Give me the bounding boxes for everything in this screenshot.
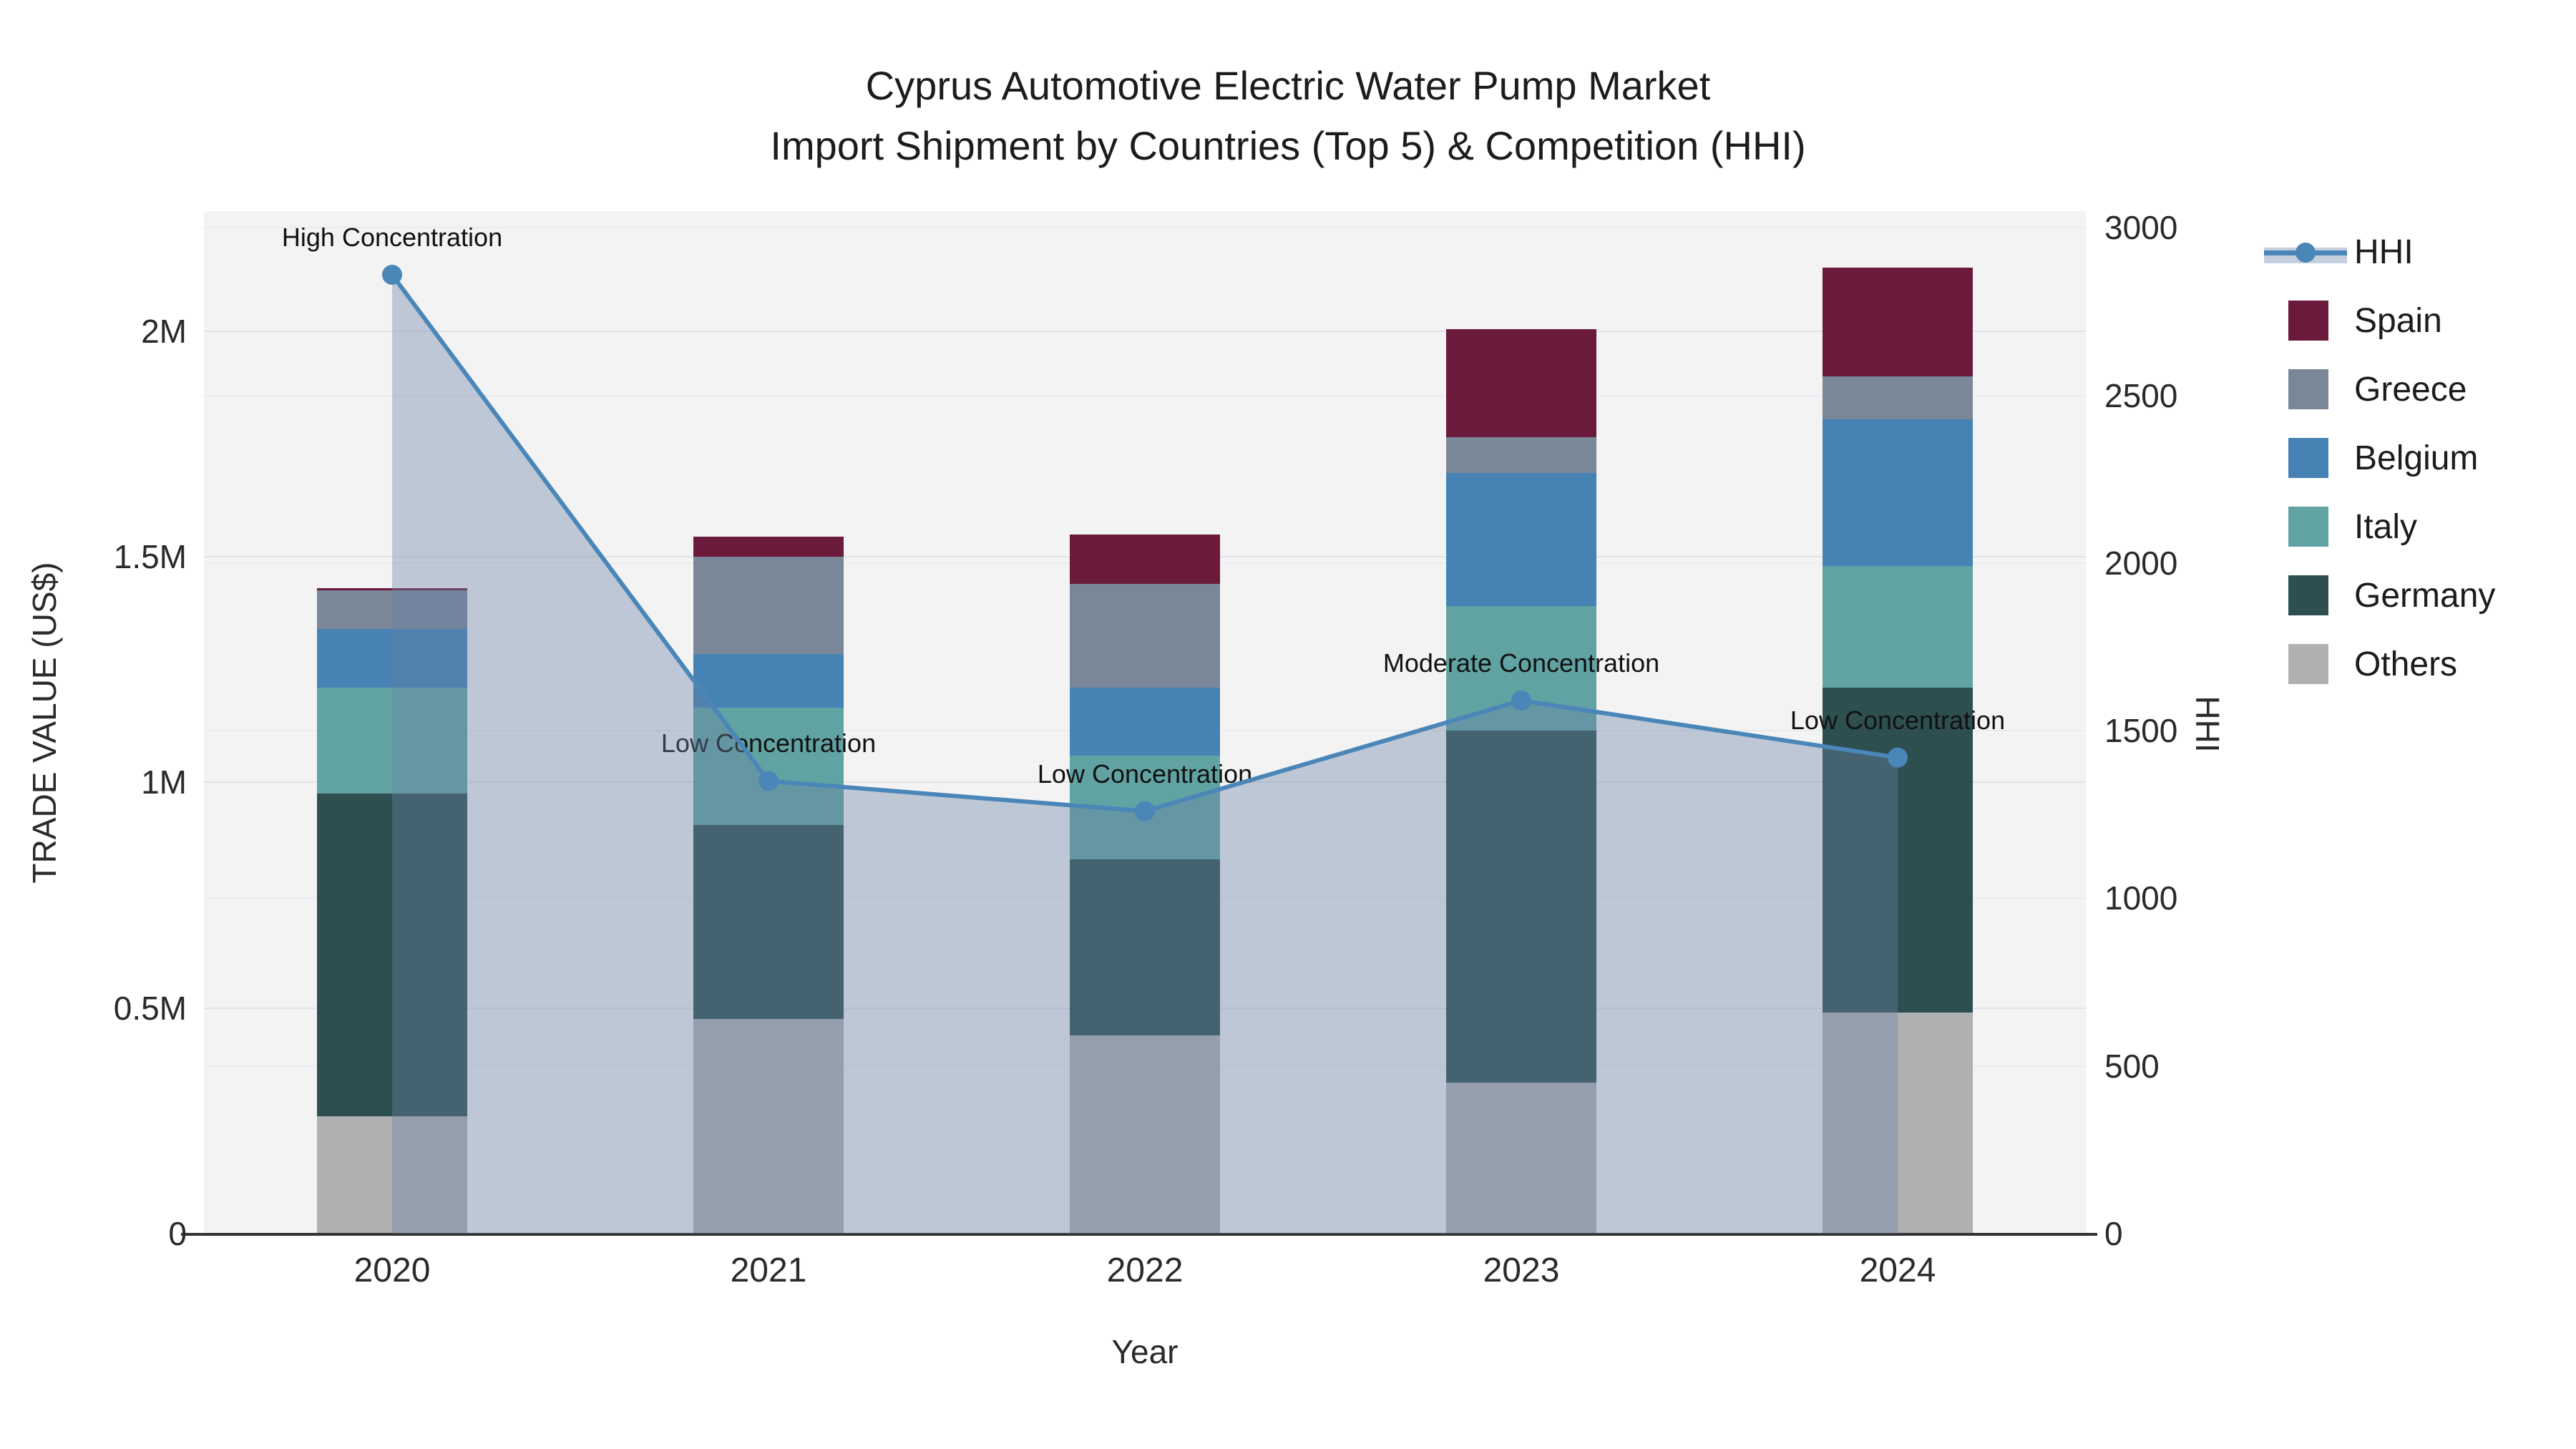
bar-2022-others[interactable] (1070, 1035, 1220, 1234)
x-tick-2024[interactable]: 2024 (1859, 1252, 1936, 1289)
y-tick-left-0.5M: 0.5M (113, 989, 187, 1027)
legend-swatch-spain (2288, 301, 2328, 341)
bar-2021-italy[interactable] (693, 708, 844, 826)
bar-2023-others[interactable] (1446, 1082, 1596, 1234)
y-axis-title-right: HHI (2189, 696, 2226, 753)
y-tick-left-1M: 1M (141, 763, 187, 801)
legend-item-greece[interactable]: Greece (2261, 355, 2569, 424)
legend-swatch-germany (2288, 575, 2328, 615)
x-tick-2020[interactable]: 2020 (353, 1252, 431, 1289)
legend-item-others[interactable]: Others (2261, 630, 2569, 698)
y-tick-right-3000: 3000 (2104, 209, 2178, 247)
legend-swatch-others (2288, 644, 2328, 684)
annotation-2022: Low Concentration (1037, 758, 1253, 789)
legend-item-spain[interactable]: Spain (2261, 286, 2569, 355)
bar-2021-belgium[interactable] (693, 653, 844, 708)
y-tick-right-2500: 2500 (2104, 376, 2178, 414)
legend-hhi-marker-sample (2296, 243, 2316, 263)
bar-2020-greece[interactable] (317, 590, 467, 629)
bar-2024-spain[interactable] (1823, 268, 1973, 376)
x-axis-title: Year (1111, 1333, 1179, 1370)
legend-label-greece: Greece (2354, 370, 2467, 409)
bar-2022-germany[interactable] (1070, 859, 1220, 1035)
legend-label-others: Others (2354, 645, 2458, 683)
legend-label-belgium: Belgium (2354, 439, 2479, 477)
chart-title-line1: Cyprus Automotive Electric Water Pump Ma… (865, 63, 1711, 108)
legend-item-germany[interactable]: Germany (2261, 561, 2569, 630)
annotation-2023: Moderate Concentration (1382, 648, 1660, 678)
legend-swatch-belgium (2288, 438, 2328, 478)
legend-label-spain: Spain (2354, 301, 2442, 340)
annotation-2021: Low Concentration (660, 728, 877, 758)
bar-2021-others[interactable] (693, 1019, 844, 1234)
annotation-2020: High Concentration (281, 223, 503, 253)
y-tick-right-1000: 1000 (2104, 879, 2178, 917)
bar-2023-germany[interactable] (1446, 730, 1596, 1083)
bar-2022-spain[interactable] (1070, 534, 1220, 584)
x-tick-2022[interactable]: 2022 (1106, 1252, 1184, 1289)
x-axis-line (181, 1233, 2097, 1236)
y-tick-right-1500: 1500 (2104, 712, 2178, 750)
bar-2024-greece[interactable] (1823, 376, 1973, 419)
bar-2024-germany[interactable] (1823, 687, 1973, 1013)
bar-2021-spain[interactable] (693, 536, 844, 557)
y-tick-left-1.5M: 1.5M (113, 538, 187, 576)
bar-2021-greece[interactable] (693, 557, 844, 654)
chart-title: Cyprus Automotive Electric Water Pump Ma… (0, 56, 2576, 176)
legend-swatch-italy (2288, 507, 2328, 547)
legend-swatch-greece (2288, 369, 2328, 409)
y-tick-right-2000: 2000 (2104, 544, 2178, 582)
legend-item-italy[interactable]: Italy (2261, 492, 2569, 561)
y-tick-left-2M: 2M (141, 312, 187, 350)
gridline-hhi-3000 (204, 227, 2086, 229)
bar-2023-greece[interactable] (1446, 436, 1596, 474)
bar-2024-others[interactable] (1823, 1012, 1973, 1234)
bar-2020-germany[interactable] (317, 794, 467, 1117)
legend-label-germany: Germany (2354, 576, 2496, 615)
bar-2020-belgium[interactable] (317, 628, 467, 688)
bar-2022-belgium[interactable] (1070, 687, 1220, 756)
gridline-trade-2M (204, 330, 2086, 332)
legend-item-belgium[interactable]: Belgium (2261, 424, 2569, 492)
chart-title-line2: Import Shipment by Countries (Top 5) & C… (770, 123, 1806, 168)
bar-2024-belgium[interactable] (1823, 419, 1973, 566)
bar-2020-others[interactable] (317, 1116, 467, 1234)
legend-label-italy: Italy (2354, 507, 2418, 546)
x-tick-2023[interactable]: 2023 (1483, 1252, 1560, 1289)
legend-label-hhi: HHI (2354, 233, 2414, 271)
bar-2024-italy[interactable] (1823, 565, 1973, 688)
bar-2022-greece[interactable] (1070, 583, 1220, 688)
y-tick-right-0: 0 (2104, 1215, 2123, 1252)
bar-2021-germany[interactable] (693, 825, 844, 1020)
bar-2023-spain[interactable] (1446, 328, 1596, 437)
y-axis-title-left: TRADE VALUE (US$) (26, 562, 63, 884)
y-tick-left-0: 0 (168, 1215, 187, 1252)
legend-hhi-line-swatch (2264, 232, 2347, 272)
bar-2020-italy[interactable] (317, 687, 467, 794)
annotation-2024: Low Concentration (1790, 705, 2006, 735)
bar-2020-spain[interactable] (317, 588, 467, 591)
bar-2023-belgium[interactable] (1446, 473, 1596, 607)
gridline-hhi-2500 (204, 394, 2086, 396)
y-tick-right-500: 500 (2104, 1047, 2160, 1085)
x-tick-2021[interactable]: 2021 (730, 1252, 807, 1289)
legend-item-hhi[interactable]: HHI (2261, 218, 2569, 286)
